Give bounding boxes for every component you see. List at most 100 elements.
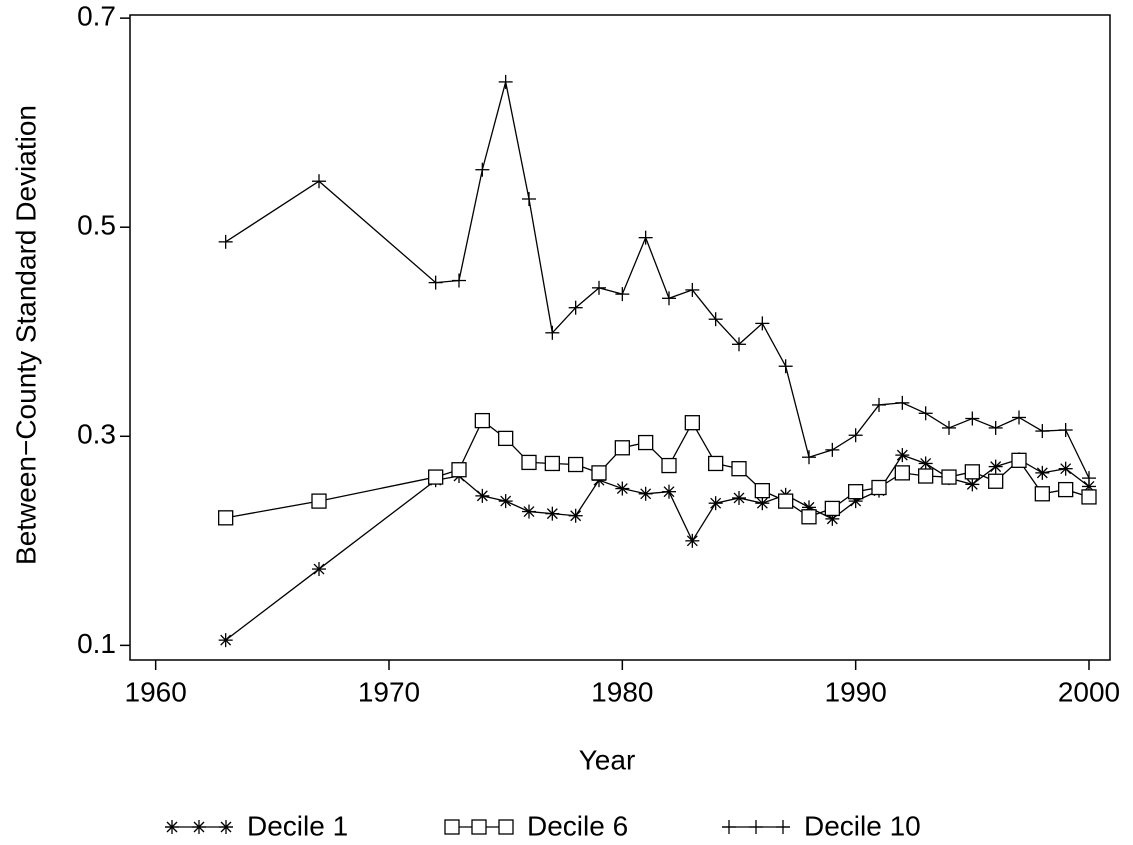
marker-square	[871, 479, 887, 496]
marker-box	[498, 819, 514, 835]
legend-label: Decile 6	[527, 810, 628, 841]
marker-box	[544, 455, 560, 472]
marker-stroke	[523, 506, 535, 518]
y-axis-title: Between−County Standard Deviation	[10, 105, 41, 565]
marker-plus	[568, 300, 583, 315]
marker-box	[311, 493, 327, 509]
marker-stroke	[616, 483, 628, 495]
marker-box	[684, 415, 700, 431]
marker-box	[568, 456, 584, 473]
marker-box	[988, 473, 1004, 489]
marker-asterisk	[1058, 461, 1073, 476]
marker-plus	[848, 428, 863, 443]
marker-stroke	[220, 821, 232, 833]
marker-box	[428, 469, 444, 485]
marker-asterisk	[895, 448, 910, 463]
marker-stroke	[966, 478, 978, 490]
marker-plus	[522, 191, 536, 206]
marker-plus	[776, 820, 790, 834]
marker-box	[521, 454, 537, 471]
y-tick-label: 0.7	[77, 1, 116, 32]
marker-box	[638, 434, 654, 451]
marker-stroke	[313, 563, 325, 575]
marker-asterisk	[568, 508, 583, 523]
marker-square	[311, 493, 327, 509]
marker-plus	[452, 273, 466, 288]
marker-stroke	[476, 490, 488, 502]
marker-plus	[615, 287, 630, 302]
marker-plus	[778, 359, 793, 374]
marker-stroke	[686, 535, 698, 547]
marker-asterisk	[732, 490, 746, 505]
marker-square	[754, 482, 770, 499]
marker-box	[941, 469, 957, 485]
marker-plus	[988, 420, 1003, 435]
marker-asterisk	[219, 820, 233, 834]
marker-stroke	[546, 508, 558, 520]
marker-box	[801, 509, 817, 525]
marker-asterisk	[918, 456, 933, 471]
marker-square	[444, 819, 460, 835]
x-axis-title: Year	[579, 744, 636, 775]
marker-asterisk	[708, 496, 723, 511]
marker-plus	[755, 316, 770, 331]
marker-box	[471, 819, 487, 835]
marker-plus	[638, 230, 653, 245]
x-tick-label: 1960	[125, 676, 187, 707]
marker-square	[498, 430, 514, 447]
marker-square	[591, 465, 607, 481]
marker-square	[731, 461, 747, 477]
marker-stroke	[640, 488, 652, 500]
marker-box	[731, 461, 747, 477]
marker-square	[638, 434, 654, 451]
marker-square	[521, 454, 537, 471]
marker-box	[661, 457, 677, 474]
marker-plus	[732, 337, 746, 352]
marker-box	[444, 819, 460, 835]
marker-square	[1058, 481, 1074, 498]
marker-plus	[685, 282, 700, 297]
marker-box	[1034, 486, 1050, 502]
marker-box	[894, 465, 910, 481]
marker-box	[848, 484, 864, 500]
plot-frame	[129, 14, 1111, 661]
marker-asterisk	[638, 486, 653, 501]
marker-box	[1081, 489, 1097, 505]
marker-plus	[942, 420, 956, 435]
marker-box	[1058, 481, 1074, 498]
marker-asterisk	[218, 633, 233, 648]
marker-box	[871, 479, 887, 496]
marker-asterisk	[522, 504, 536, 519]
marker-plus	[1012, 410, 1026, 425]
marker-stroke	[193, 821, 205, 833]
marker-plus	[545, 325, 560, 340]
marker-square	[218, 510, 234, 526]
marker-stroke	[920, 458, 932, 469]
marker-square	[988, 473, 1004, 489]
marker-plus	[802, 450, 816, 465]
marker-asterisk	[1035, 465, 1050, 480]
marker-box	[824, 500, 840, 517]
marker-stroke	[1060, 463, 1072, 475]
marker-asterisk	[755, 496, 770, 511]
marker-plus	[218, 234, 233, 249]
marker-asterisk	[965, 477, 980, 492]
marker-plus	[749, 820, 763, 834]
marker-stroke	[220, 634, 232, 646]
marker-plus	[872, 397, 886, 412]
marker-square	[474, 412, 490, 429]
marker-square	[1034, 486, 1050, 502]
marker-box	[1011, 452, 1027, 468]
marker-asterisk	[498, 494, 513, 509]
marker-asterisk	[662, 484, 676, 499]
y-tick-label: 0.1	[77, 628, 116, 659]
legend-label: Decile 10	[804, 810, 921, 841]
marker-square	[894, 465, 910, 481]
marker-square	[941, 469, 957, 485]
series-line	[225, 454, 1090, 641]
marker-square	[1081, 489, 1097, 505]
marker-asterisk	[312, 562, 326, 577]
marker-plus	[428, 275, 443, 290]
marker-asterisk	[475, 488, 490, 503]
